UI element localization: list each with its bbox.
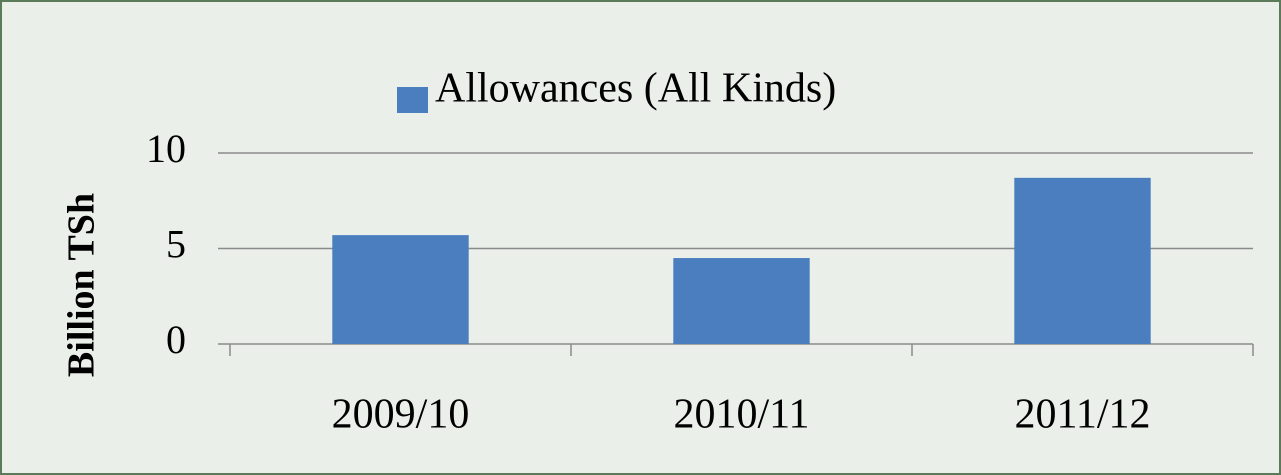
bar	[1014, 177, 1151, 344]
y-tick-label: 0	[166, 317, 186, 362]
x-tick-label: 2011/12	[1014, 392, 1150, 438]
y-axis-title: Billion TSh	[61, 193, 103, 377]
legend-swatch	[397, 87, 428, 113]
legend-label: Allowances (All Kinds)	[435, 66, 836, 112]
x-tick-label: 2010/11	[673, 392, 809, 438]
bar	[332, 235, 469, 344]
y-tick-label: 5	[166, 222, 186, 267]
bar	[673, 258, 810, 344]
y-tick-label: 10	[146, 126, 186, 171]
x-tick-label: 2009/10	[332, 392, 470, 438]
